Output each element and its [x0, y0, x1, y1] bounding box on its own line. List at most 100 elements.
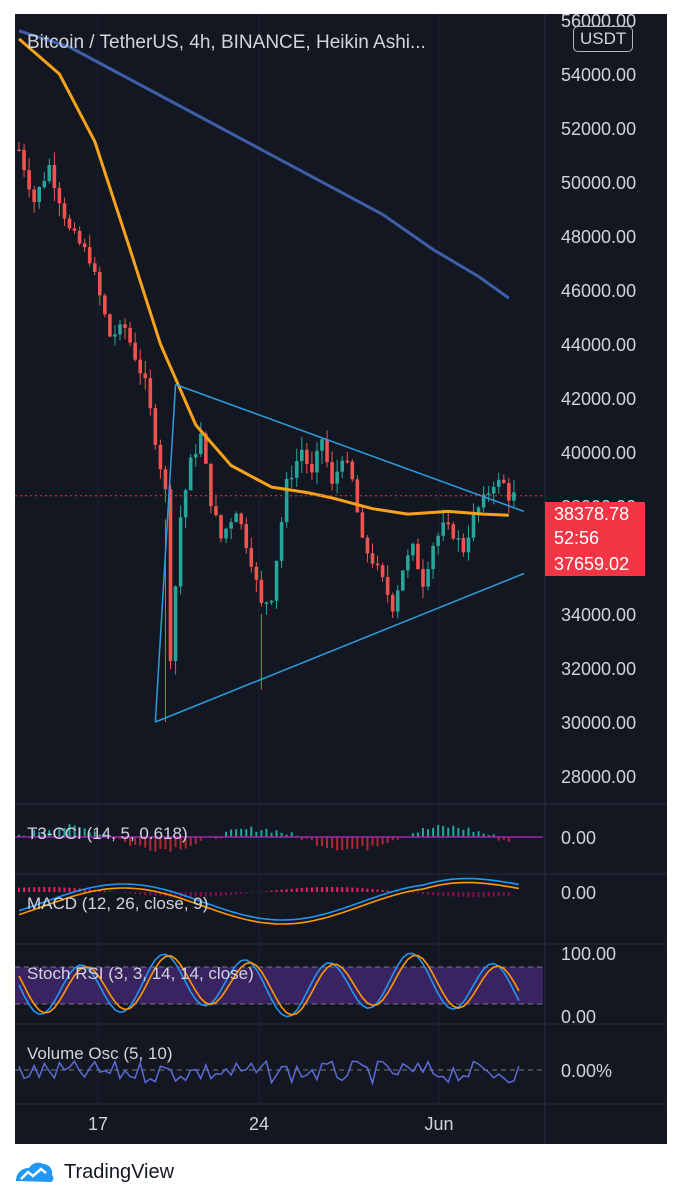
cci-bar: [341, 837, 344, 850]
last-price-value: 38378.78: [554, 504, 630, 524]
macd-bar: [371, 888, 374, 892]
macd-bar: [280, 889, 283, 892]
price-tick-label: 44000.00: [561, 335, 636, 355]
candle-down: [249, 548, 254, 567]
cci-bar: [214, 837, 217, 839]
macd-bar: [134, 892, 137, 895]
macd-bar: [235, 892, 238, 895]
cci-bar: [144, 837, 147, 848]
macd-bar: [326, 887, 329, 892]
candle-down: [390, 594, 395, 612]
cci-bar: [482, 833, 485, 837]
slow-ma-line: [18, 29, 510, 300]
macd-bar: [58, 887, 61, 892]
cci-bar: [285, 834, 288, 837]
candle-down: [67, 218, 72, 229]
macd-bar: [432, 892, 435, 896]
candle-up: [284, 478, 289, 523]
macd-bar: [361, 888, 364, 892]
cci-bar: [396, 837, 399, 840]
macd-bar: [230, 892, 233, 895]
candle-down: [446, 522, 451, 525]
macd-bar: [315, 887, 318, 892]
cci-bar: [381, 837, 384, 845]
cci-bar: [78, 827, 81, 837]
macd-bar: [462, 892, 465, 897]
chart-frame[interactable]: 54000.00 52000.00 50000.00 48000.00 46000.00…: [15, 14, 667, 1144]
macd-bar: [18, 887, 20, 892]
cci-bar: [467, 827, 470, 837]
macd-bar: [159, 892, 162, 897]
cci-bar: [422, 828, 424, 837]
candle-up: [406, 555, 410, 571]
cci-bar: [270, 832, 273, 837]
stoch-k-line: [18, 952, 520, 1018]
candle-down: [507, 482, 511, 501]
candle-down: [57, 188, 62, 204]
time-tick-label: 24: [249, 1114, 269, 1134]
macd-bar: [497, 892, 500, 897]
candle-down: [123, 324, 127, 328]
macd-bar: [189, 892, 192, 897]
trendline-upper[interactable]: [175, 383, 525, 513]
macd-bar: [477, 892, 480, 897]
trendline-lower[interactable]: [155, 572, 525, 723]
candle-down: [32, 189, 36, 203]
candle-down: [62, 203, 67, 219]
macd-bar: [346, 887, 349, 892]
candle-up: [188, 457, 193, 491]
candle-down: [148, 378, 153, 409]
candle-down: [72, 228, 77, 231]
cci-bar: [199, 837, 202, 841]
macd-bar: [437, 892, 440, 896]
cci-bar: [149, 837, 152, 851]
macd-bar: [487, 892, 490, 897]
candle-up: [471, 512, 476, 538]
tradingview-footer[interactable]: TradingView: [12, 1158, 174, 1186]
price-tick-label: 50000.00: [561, 173, 636, 193]
macd-bar: [275, 890, 278, 892]
volosc-line: [18, 1059, 520, 1086]
cci-bar: [250, 826, 253, 837]
candle-up: [274, 560, 279, 601]
currency-badge[interactable]: USDT: [573, 26, 634, 52]
cci-bar: [184, 837, 187, 849]
candle-up: [234, 513, 238, 523]
macd-bar: [214, 892, 217, 897]
cci-bar: [275, 830, 278, 837]
macd-bar: [381, 889, 384, 892]
cci-bar: [113, 837, 116, 839]
candle-up: [496, 479, 501, 487]
price-tick-label: 28000.00: [561, 767, 636, 787]
cci-bar: [189, 837, 192, 846]
cci-bar: [194, 837, 197, 844]
cci-bar: [492, 834, 495, 837]
candle-down: [17, 149, 21, 152]
macd-bar: [265, 891, 268, 892]
cci-bar: [447, 827, 450, 837]
macd-bar: [144, 892, 147, 895]
candle-down: [128, 327, 132, 343]
cci-bar: [53, 830, 56, 837]
candle-down: [502, 479, 506, 483]
macd-bar: [321, 887, 323, 892]
cci-bar: [73, 825, 76, 837]
price-tick-label: 34000.00: [561, 605, 636, 625]
cci-bar: [411, 833, 414, 837]
trendline-left[interactable]: [154, 384, 177, 723]
candle-down: [92, 263, 97, 272]
stoch-band: [15, 967, 543, 1004]
macd-bar: [250, 892, 253, 893]
candle-up: [456, 538, 461, 540]
candle-down: [82, 243, 87, 248]
macd-bar: [139, 892, 142, 895]
candle-down: [254, 566, 259, 580]
macd-bar: [331, 887, 334, 892]
macd-bar: [103, 890, 106, 892]
cci-bar: [179, 837, 182, 850]
cci-bar: [472, 831, 475, 837]
cci-bar: [462, 829, 465, 837]
candle-down: [345, 460, 350, 463]
macd-bar: [376, 889, 379, 892]
candle-up: [42, 181, 47, 188]
